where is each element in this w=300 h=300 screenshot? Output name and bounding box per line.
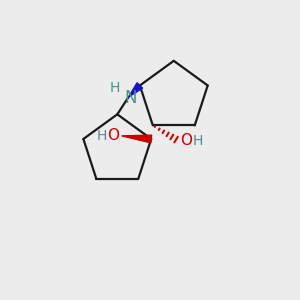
Text: O: O [107, 128, 119, 143]
Text: N: N [125, 89, 137, 107]
Text: H: H [110, 81, 120, 95]
Polygon shape [122, 135, 152, 143]
Text: H: H [192, 134, 202, 148]
Text: H: H [97, 129, 107, 143]
Polygon shape [129, 83, 142, 97]
Text: O: O [181, 134, 193, 148]
